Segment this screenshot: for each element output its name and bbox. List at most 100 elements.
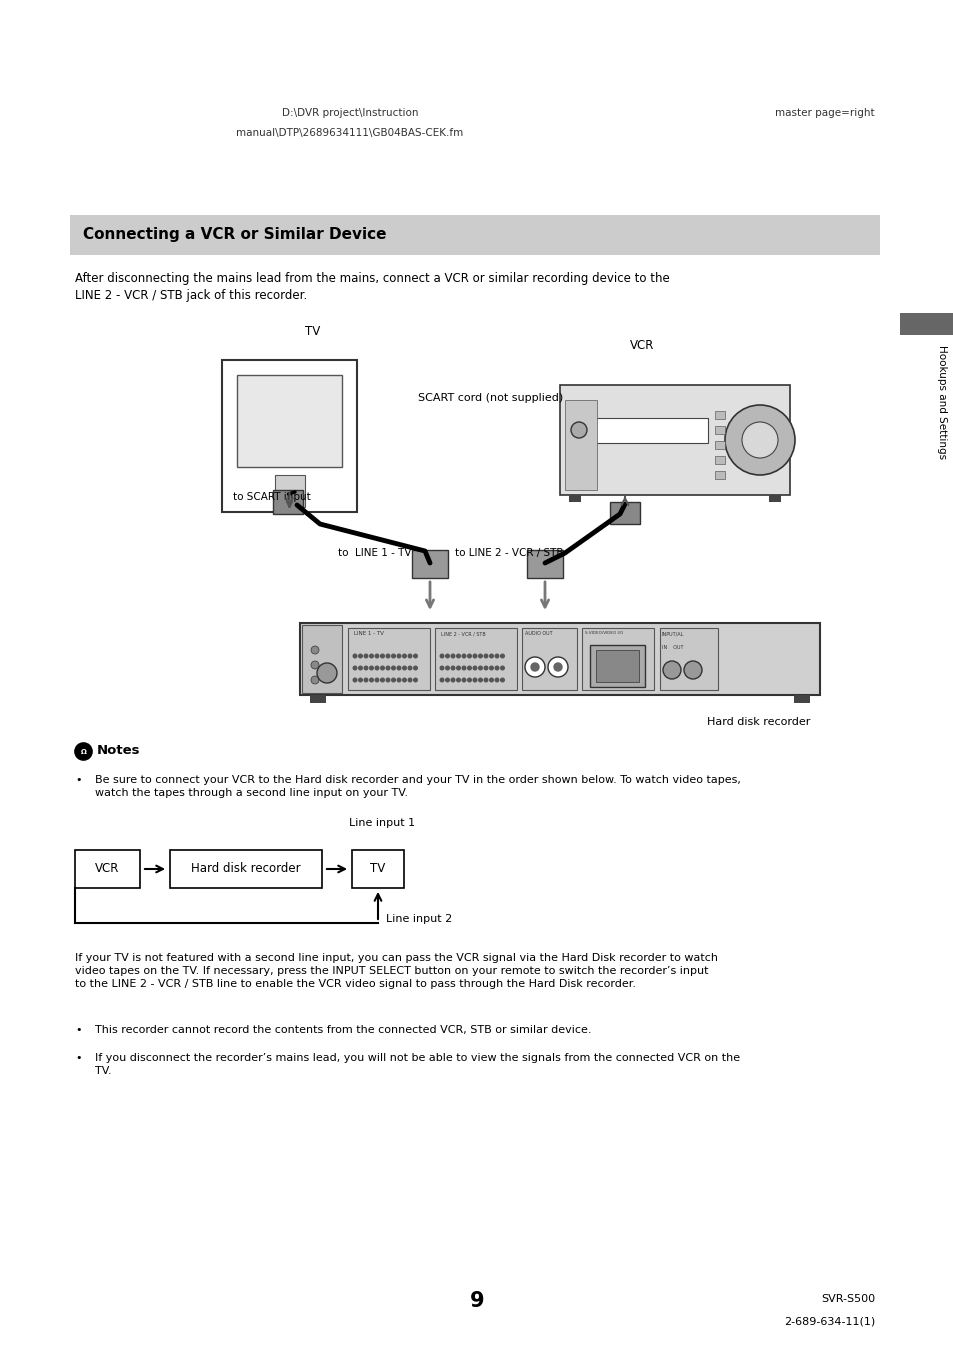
Bar [236,376,341,467]
Bar [299,623,820,694]
Circle shape [461,666,465,670]
Circle shape [353,666,356,670]
Text: If you disconnect the recorder’s mains lead, you will not be able to view the si: If you disconnect the recorder’s mains l… [95,1052,740,1077]
Text: LINE 2 - VCR / STB: LINE 2 - VCR / STB [440,631,485,636]
Circle shape [662,661,680,680]
Text: TV: TV [370,862,385,875]
Circle shape [683,661,701,680]
Circle shape [375,666,378,670]
Circle shape [380,654,384,658]
Circle shape [392,666,395,670]
Text: Notes: Notes [97,743,140,757]
Circle shape [316,663,336,684]
Text: SCART cord (not supplied): SCART cord (not supplied) [417,393,562,403]
Text: •: • [75,775,81,785]
Bar [714,457,724,463]
Text: After disconnecting the mains lead from the mains, connect a VCR or similar reco: After disconnecting the mains lead from … [75,272,669,303]
Bar [793,694,809,703]
Bar [75,850,140,888]
Circle shape [547,657,567,677]
Circle shape [370,666,373,670]
Text: D:\DVR project\Instruction: D:\DVR project\Instruction [281,108,417,118]
Circle shape [353,678,356,682]
Bar [222,359,356,512]
Circle shape [392,678,395,682]
Bar [70,215,879,255]
Circle shape [380,666,384,670]
Circle shape [451,654,455,658]
Text: Hard disk recorder: Hard disk recorder [191,862,300,875]
Circle shape [75,743,91,761]
Circle shape [495,666,498,670]
Circle shape [311,646,318,654]
Text: Line input 2: Line input 2 [386,915,452,924]
Text: If your TV is not featured with a second line input, you can pass the VCR signal: If your TV is not featured with a second… [75,952,718,989]
Bar [435,628,517,690]
Text: •: • [75,1025,81,1035]
Circle shape [473,666,476,670]
Bar [568,494,580,503]
Text: to LINE 2 - VCR / STB: to LINE 2 - VCR / STB [455,549,563,558]
Circle shape [386,654,390,658]
Text: 2-689-634-11(1): 2-689-634-11(1) [783,1316,874,1325]
Text: Hookups and Settings: Hookups and Settings [936,345,946,459]
Bar [659,628,718,690]
Circle shape [484,666,487,670]
Circle shape [396,678,400,682]
Bar [714,411,724,419]
Text: AUDIO OUT: AUDIO OUT [524,631,552,636]
Text: SVR-S500: SVR-S500 [820,1294,874,1304]
Circle shape [380,678,384,682]
Bar [596,650,639,682]
Bar [581,628,654,690]
Circle shape [364,666,368,670]
Bar [310,694,326,703]
Text: TV: TV [305,326,320,338]
Circle shape [456,678,459,682]
Text: 9: 9 [469,1292,484,1310]
Circle shape [478,666,482,670]
Circle shape [358,666,362,670]
Circle shape [571,422,586,438]
Text: Ω: Ω [80,748,87,754]
Circle shape [461,678,465,682]
Text: manual\DTP\2689634111\GB04BAS-CEK.fm: manual\DTP\2689634111\GB04BAS-CEK.fm [236,128,463,138]
Text: INPUT/AL: INPUT/AL [661,631,683,636]
Bar [170,850,322,888]
Circle shape [741,422,778,458]
Circle shape [414,666,416,670]
Circle shape [456,666,459,670]
Circle shape [439,678,443,682]
Circle shape [386,666,390,670]
Circle shape [445,678,449,682]
Circle shape [554,663,561,671]
Circle shape [358,654,362,658]
Circle shape [467,654,471,658]
Circle shape [311,676,318,684]
Circle shape [408,654,412,658]
Circle shape [495,678,498,682]
Circle shape [396,654,400,658]
Bar [609,503,639,524]
Circle shape [524,657,544,677]
Circle shape [495,654,498,658]
Bar [526,550,562,578]
Bar [273,490,303,513]
Text: S-VIDEO/VIDEO I/O: S-VIDEO/VIDEO I/O [584,631,622,635]
Bar [348,628,430,690]
Circle shape [489,654,493,658]
Circle shape [402,666,406,670]
Circle shape [396,666,400,670]
Circle shape [311,661,318,669]
Bar [714,440,724,449]
Circle shape [364,654,368,658]
Bar [352,850,403,888]
Circle shape [358,678,362,682]
Circle shape [392,654,395,658]
Text: •: • [75,1052,81,1063]
Circle shape [461,654,465,658]
Circle shape [402,678,406,682]
Text: IN    OUT: IN OUT [661,644,682,650]
Bar [412,550,448,578]
Text: Line input 1: Line input 1 [349,817,415,828]
